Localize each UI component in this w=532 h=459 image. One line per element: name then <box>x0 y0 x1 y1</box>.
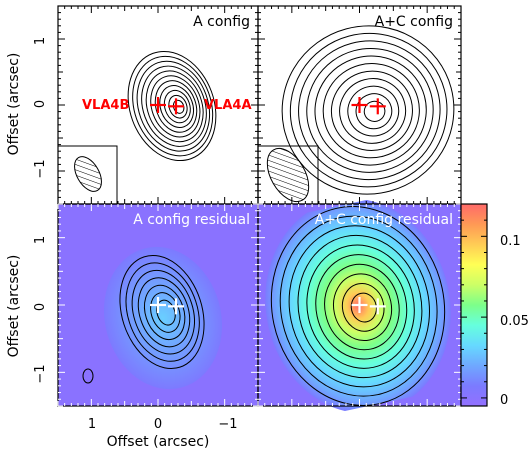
contour-line <box>168 94 188 119</box>
panel-title-a-config: A config <box>193 14 250 30</box>
y-tick-labels-top: 1 0 −1 <box>33 37 48 179</box>
contour-line <box>131 269 195 355</box>
contour-line <box>297 234 423 379</box>
contour-line <box>289 32 448 188</box>
x-tick-label: 0 <box>154 417 162 432</box>
contour-line <box>314 55 427 166</box>
x-axis-title: Offset (arcsec) <box>107 434 210 450</box>
contour-line <box>156 299 176 326</box>
contour-line <box>279 215 438 397</box>
contour-line <box>270 206 446 406</box>
contour-line <box>288 225 430 388</box>
ac-residual-contours <box>270 206 446 406</box>
colorbar-tick-label: 0.1 <box>500 234 521 249</box>
y-tick-labels-bottom: 1 0 −1 <box>33 236 48 384</box>
contour-line <box>350 292 377 323</box>
contour-line <box>363 100 386 122</box>
a-config-contours <box>127 50 217 162</box>
contour-line <box>154 80 198 133</box>
contour-line <box>341 282 385 332</box>
contour-line <box>82 368 94 384</box>
contour-line <box>136 60 210 152</box>
ac-config-contours <box>281 25 455 195</box>
x-tick-label: 1 <box>88 417 96 432</box>
contour-line <box>125 262 200 362</box>
x-tick-label: −1 <box>218 417 237 432</box>
a-config-beam <box>58 145 118 204</box>
source-label-vla4b: VLA4B <box>82 98 129 113</box>
panel-title-ac-config: A+C config <box>375 14 453 30</box>
colorbar-gradient <box>461 204 487 406</box>
colorbar-tick-label: 0 <box>500 393 508 408</box>
y-axis-title-top: Offset (arcsec) <box>6 53 22 156</box>
contour-line <box>141 65 207 147</box>
y-axis-title-bottom: Offset (arcsec) <box>6 255 22 358</box>
contour-line <box>119 254 205 370</box>
panel-title-a-residual: A config residual <box>133 212 250 228</box>
contour-line <box>347 85 400 137</box>
panel-title-ac-residual: A+C config residual <box>315 212 453 228</box>
contour-line <box>132 55 214 157</box>
contour-line <box>306 47 434 173</box>
y-tick-label: 0 <box>33 100 48 108</box>
colorbar-frame <box>460 203 488 407</box>
contour-line <box>281 25 455 195</box>
y-tick-label: −1 <box>33 159 48 178</box>
contour-line <box>150 292 181 333</box>
contour-line <box>159 85 195 128</box>
source-markers <box>150 97 386 315</box>
source-label-vla4a: VLA4A <box>204 98 252 113</box>
colorbar <box>460 203 488 407</box>
contour-line <box>150 75 201 138</box>
y-tick-label: 0 <box>33 303 48 311</box>
colorbar-tick-label: 0.05 <box>500 314 529 329</box>
contour-line <box>298 40 441 181</box>
colorbar-tick-labels: 0 0.05 0.1 <box>500 234 529 408</box>
contour-line <box>324 263 400 351</box>
contour-line <box>306 244 415 369</box>
contour-line <box>137 277 191 348</box>
contour-line <box>145 70 204 143</box>
y-tick-label: −1 <box>33 364 48 383</box>
contour-line <box>330 70 413 152</box>
contour-line <box>127 50 217 162</box>
contour-line <box>322 63 420 159</box>
contour-line <box>339 78 407 144</box>
ac-config-beam <box>258 145 319 204</box>
axis-ticks <box>57 5 462 407</box>
y-tick-label: 1 <box>33 37 48 45</box>
contour-line <box>355 93 393 130</box>
contour-line <box>163 89 191 124</box>
y-tick-label: 1 <box>33 236 48 244</box>
contour-line <box>333 273 393 341</box>
contour-line <box>315 254 408 360</box>
